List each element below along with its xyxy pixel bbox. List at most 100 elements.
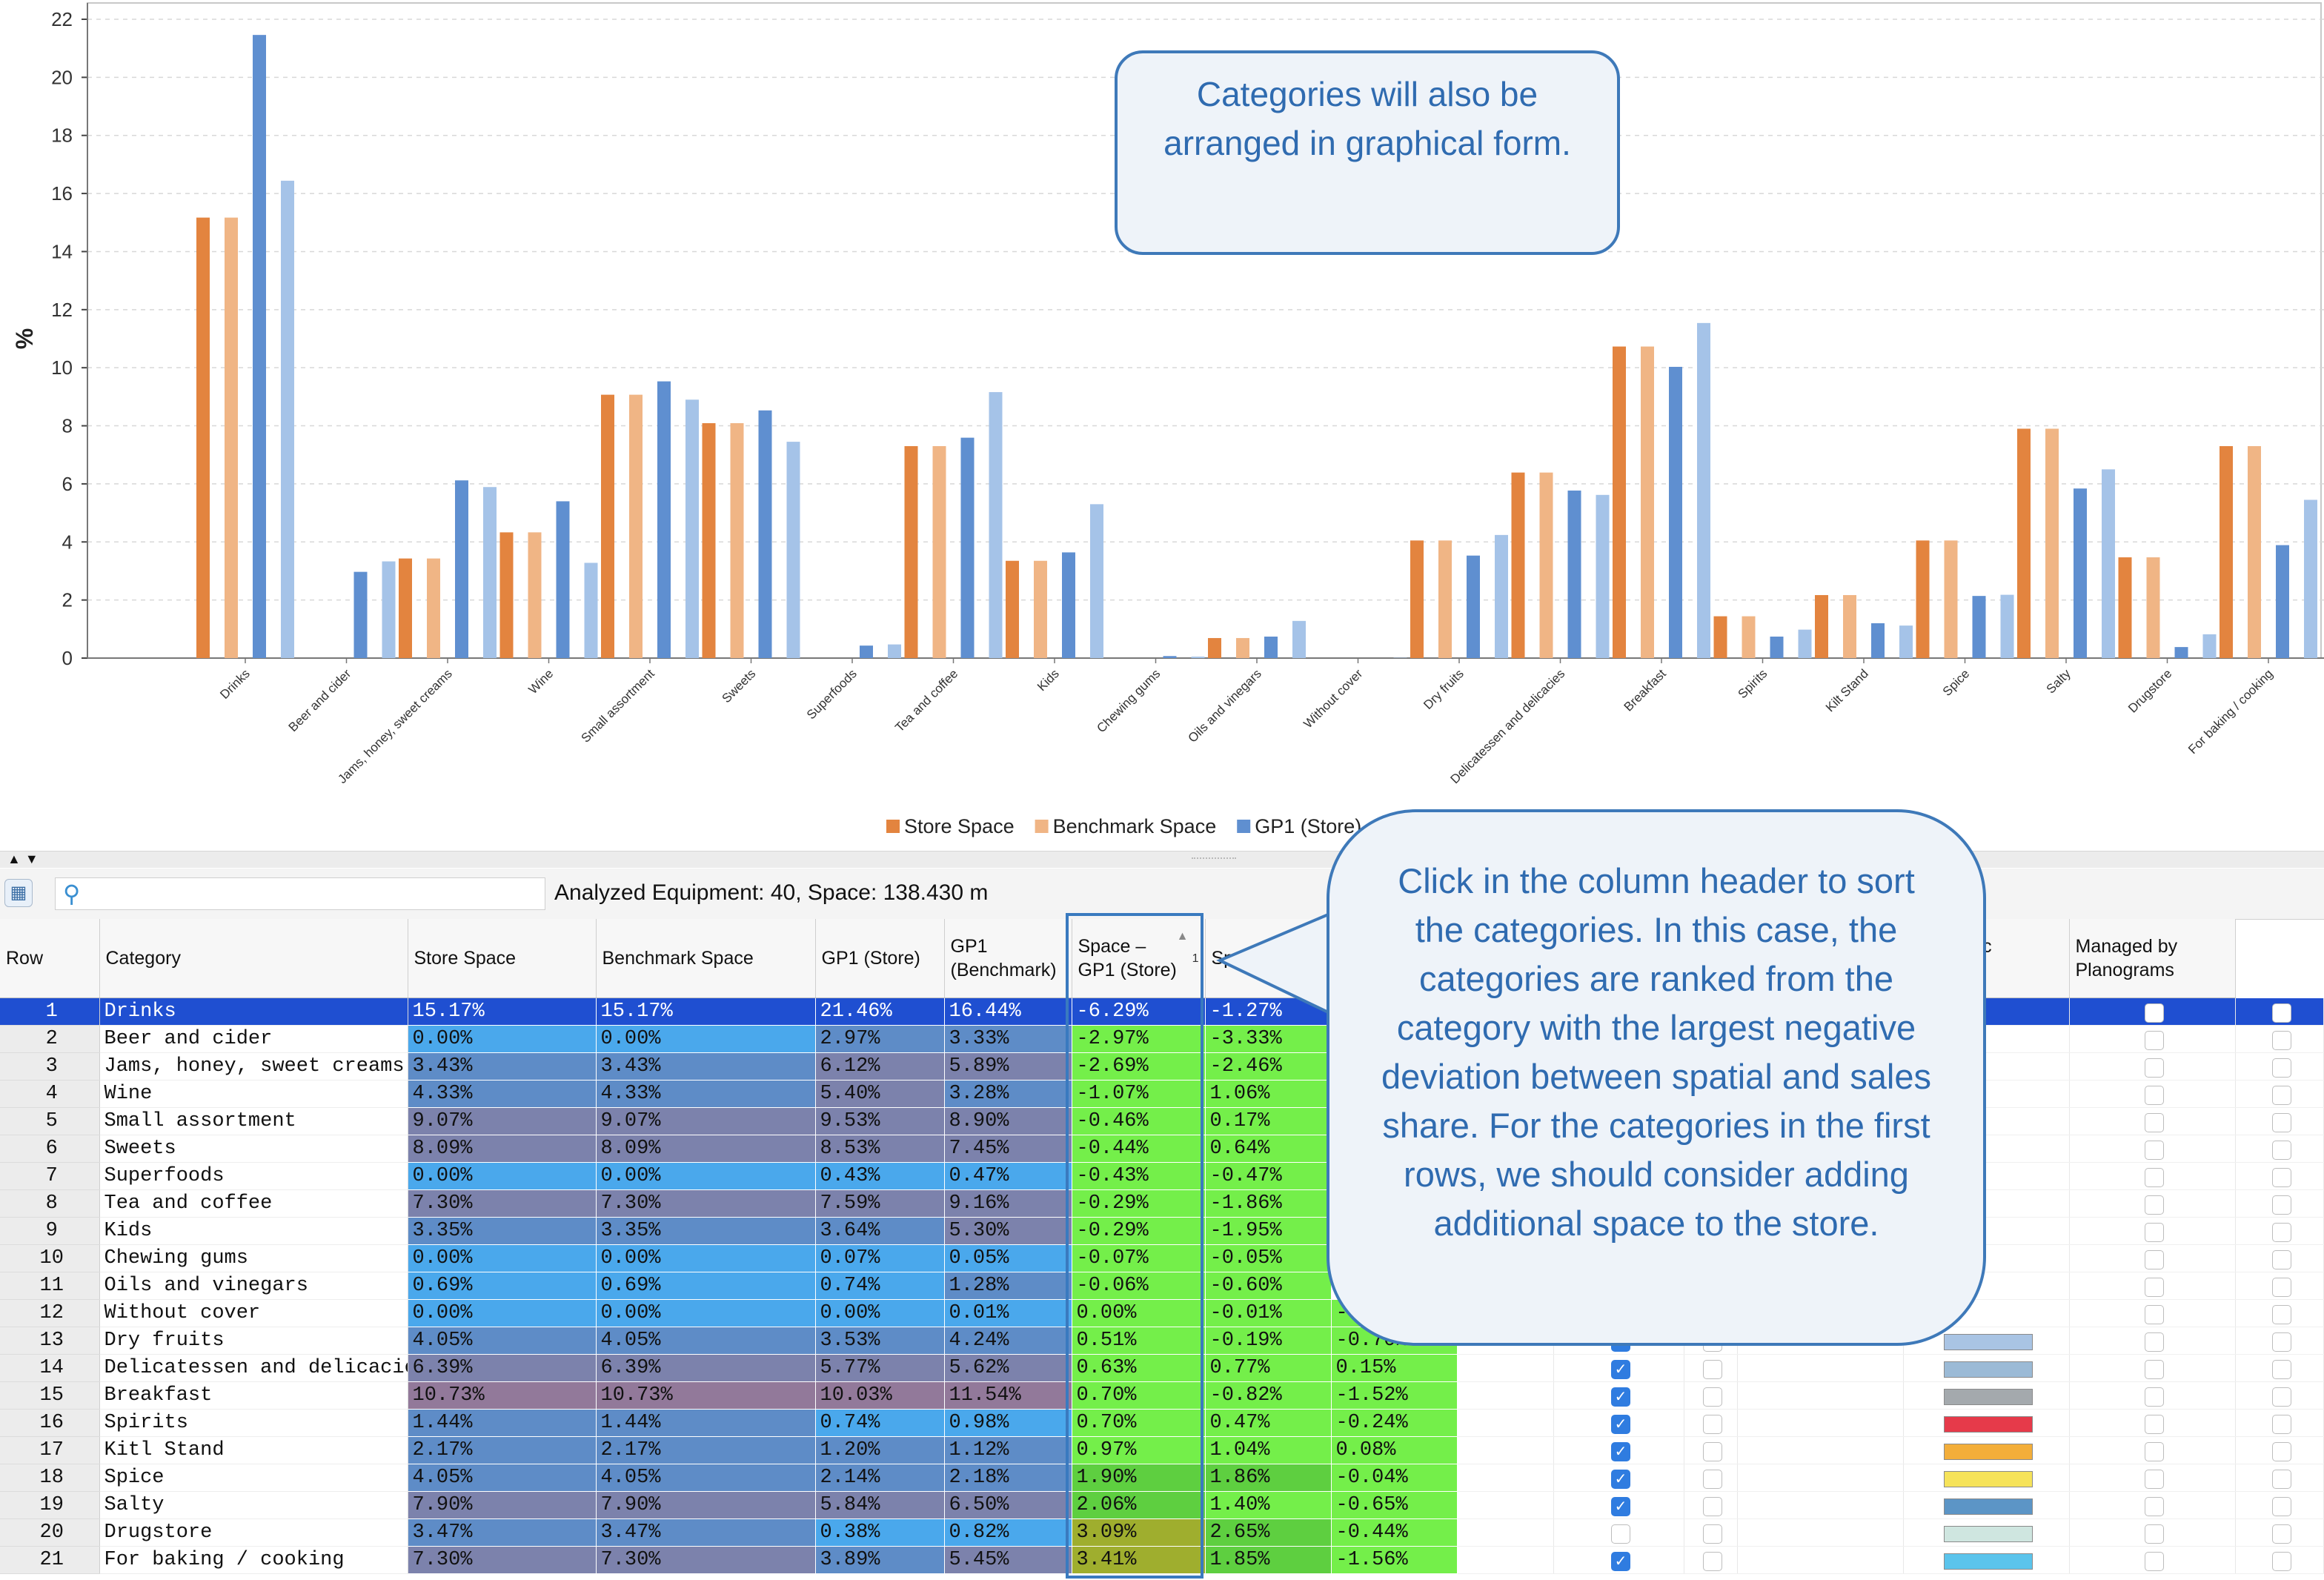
category-color-swatch[interactable] — [1944, 1525, 2033, 1542]
category-color-swatch[interactable] — [1944, 1388, 2033, 1405]
option-checkbox[interactable] — [1703, 1551, 1722, 1571]
category-color-cell[interactable] — [1903, 1381, 2070, 1410]
managed-by-planograms-checkbox[interactable] — [2271, 1112, 2291, 1132]
table-row[interactable]: 16 Spirits 1.44% 1.44% 0.74% 0.98% 0.70% 0.47% -… — [0, 1409, 2324, 1437]
active-checkbox[interactable]: ✓ — [1611, 1387, 1630, 1407]
managed-by-planograms-checkbox[interactable] — [2271, 1249, 2291, 1269]
category-color-swatch[interactable] — [1944, 1470, 2033, 1487]
active-checkbox-cell[interactable]: ✓ — [1553, 1464, 1684, 1492]
managed-by-planograms-checkbox[interactable] — [2271, 1304, 2291, 1324]
managed-by-planograms-cell[interactable] — [2235, 1244, 2324, 1272]
managed-by-planograms-cell[interactable] — [2235, 1381, 2324, 1410]
option-checkbox-cell[interactable] — [1684, 1518, 1738, 1547]
managed-by-planograms-cell[interactable] — [2235, 1162, 2324, 1190]
table-row[interactable]: 21 For baking / cooking 7.30% 7.30% 3.89% 5.4… — [0, 1546, 2324, 1574]
active-checkbox-cell[interactable]: ✓ — [1553, 1354, 1684, 1382]
option-checkbox-cell[interactable] — [1684, 1436, 1738, 1464]
automatic-ordering-checkbox[interactable] — [2145, 1441, 2164, 1461]
managed-by-planograms-checkbox[interactable] — [2271, 1359, 2291, 1379]
category-color-swatch[interactable] — [1944, 1443, 2033, 1460]
active-checkbox-cell[interactable]: ✓ — [1553, 1436, 1684, 1464]
header-space-gp1-store[interactable]: Space – GP1 (Store) ▲ 1 — [1072, 919, 1206, 998]
header-row[interactable]: Row — [0, 919, 100, 998]
search-box[interactable]: ⚲ — [55, 877, 545, 910]
automatic-ordering-checkbox[interactable] — [2145, 1195, 2164, 1215]
managed-by-planograms-cell[interactable] — [2235, 1217, 2324, 1245]
automatic-ordering-checkbox[interactable] — [2145, 1304, 2164, 1324]
category-color-cell[interactable] — [1903, 1436, 2070, 1464]
option-checkbox-cell[interactable] — [1684, 1381, 1738, 1410]
automatic-ordering-checkbox[interactable] — [2145, 1140, 2164, 1160]
active-checkbox[interactable] — [1611, 1524, 1630, 1544]
automatic-ordering-checkbox[interactable] — [2145, 1469, 2164, 1489]
managed-by-planograms-cell[interactable] — [2235, 1409, 2324, 1437]
automatic-ordering-checkbox[interactable] — [2145, 1524, 2164, 1544]
option-checkbox[interactable] — [1703, 1387, 1722, 1407]
automatic-ordering-cell[interactable] — [2069, 1491, 2236, 1519]
managed-by-planograms-checkbox[interactable] — [2271, 1167, 2291, 1187]
search-input[interactable] — [97, 881, 537, 906]
automatic-ordering-cell[interactable] — [2069, 1217, 2236, 1245]
option-checkbox-cell[interactable] — [1684, 1491, 1738, 1519]
table-row[interactable]: 13 Dry fruits 4.05% 4.05% 3.53% 4.24% 0.51% -0.… — [0, 1327, 2324, 1355]
active-checkbox-cell[interactable]: ✓ — [1553, 1381, 1684, 1410]
splitter-grip[interactable] — [1192, 857, 1236, 862]
automatic-ordering-cell[interactable] — [2069, 1272, 2236, 1300]
header-benchmark-space[interactable]: Benchmark Space — [596, 919, 816, 998]
managed-by-planograms-cell[interactable] — [2235, 998, 2324, 1026]
automatic-ordering-checkbox[interactable] — [2145, 1496, 2164, 1516]
automatic-ordering-checkbox[interactable] — [2145, 1414, 2164, 1434]
managed-by-planograms-cell[interactable] — [2235, 1025, 2324, 1053]
managed-by-planograms-checkbox[interactable] — [2271, 1277, 2291, 1297]
category-color-swatch[interactable] — [1944, 1553, 2033, 1570]
header-category[interactable]: Category — [99, 919, 408, 998]
table-row[interactable]: 20 Drugstore 3.47% 3.47% 0.38% 0.82% 3.09% 2.65… — [0, 1518, 2324, 1547]
managed-by-planograms-cell[interactable] — [2235, 1107, 2324, 1135]
option-checkbox-cell[interactable] — [1684, 1546, 1738, 1574]
automatic-ordering-cell[interactable] — [2069, 1381, 2236, 1410]
automatic-ordering-cell[interactable] — [2069, 1518, 2236, 1547]
managed-by-planograms-checkbox[interactable] — [2271, 1387, 2291, 1407]
managed-by-planograms-checkbox[interactable] — [2271, 1003, 2291, 1023]
option-checkbox-cell[interactable] — [1684, 1409, 1738, 1437]
automatic-ordering-checkbox[interactable] — [2145, 1112, 2164, 1132]
managed-by-planograms-cell[interactable] — [2235, 1080, 2324, 1108]
table-row[interactable]: 18 Spice 4.05% 4.05% 2.14% 2.18% 1.90% 1.86% -0.… — [0, 1464, 2324, 1492]
managed-by-planograms-checkbox[interactable] — [2271, 1496, 2291, 1516]
header-gp1-store[interactable]: GP1 (Store) — [815, 919, 945, 998]
automatic-ordering-cell[interactable] — [2069, 1299, 2236, 1327]
automatic-ordering-checkbox[interactable] — [2145, 1359, 2164, 1379]
category-color-cell[interactable] — [1903, 1546, 2070, 1574]
managed-by-planograms-checkbox[interactable] — [2271, 1441, 2291, 1461]
option-checkbox[interactable] — [1703, 1414, 1722, 1434]
table-row[interactable]: 9 Kids 3.35% 3.35% 3.64% 5.30% -0.29% -1.95% — [0, 1217, 2324, 1245]
managed-by-planograms-checkbox[interactable] — [2271, 1085, 2291, 1105]
active-checkbox[interactable]: ✓ — [1611, 1496, 1630, 1516]
automatic-ordering-cell[interactable] — [2069, 1025, 2236, 1053]
category-color-cell[interactable] — [1903, 1354, 2070, 1382]
managed-by-planograms-cell[interactable] — [2235, 1052, 2324, 1081]
managed-by-planograms-cell[interactable] — [2235, 1354, 2324, 1382]
managed-by-planograms-checkbox[interactable] — [2271, 1332, 2291, 1352]
active-checkbox[interactable]: ✓ — [1611, 1469, 1630, 1489]
option-checkbox-cell[interactable] — [1684, 1354, 1738, 1382]
automatic-ordering-cell[interactable] — [2069, 1107, 2236, 1135]
automatic-ordering-cell[interactable] — [2069, 1546, 2236, 1574]
header-space-benchmark[interactable]: Spa (Be — [1205, 919, 1332, 998]
managed-by-planograms-checkbox[interactable] — [2271, 1524, 2291, 1544]
option-checkbox[interactable] — [1703, 1469, 1722, 1489]
header-store-space[interactable]: Store Space — [408, 919, 597, 998]
active-checkbox-cell[interactable]: ✓ — [1553, 1491, 1684, 1519]
managed-by-planograms-checkbox[interactable] — [2271, 1140, 2291, 1160]
category-color-cell[interactable] — [1903, 1189, 2070, 1218]
automatic-ordering-checkbox[interactable] — [2145, 1167, 2164, 1187]
automatic-ordering-checkbox[interactable] — [2145, 1085, 2164, 1105]
category-color-cell[interactable] — [1903, 1327, 2070, 1355]
table-row[interactable]: 19 Salty 7.90% 7.90% 5.84% 6.50% 2.06% 1.40% -0.… — [0, 1491, 2324, 1519]
automatic-ordering-checkbox[interactable] — [2145, 1551, 2164, 1571]
automatic-ordering-checkbox[interactable] — [2145, 1003, 2164, 1023]
automatic-ordering-checkbox[interactable] — [2145, 1249, 2164, 1269]
automatic-ordering-cell[interactable] — [2069, 1244, 2236, 1272]
automatic-ordering-cell[interactable] — [2069, 1189, 2236, 1218]
active-checkbox[interactable]: ✓ — [1611, 1359, 1630, 1379]
